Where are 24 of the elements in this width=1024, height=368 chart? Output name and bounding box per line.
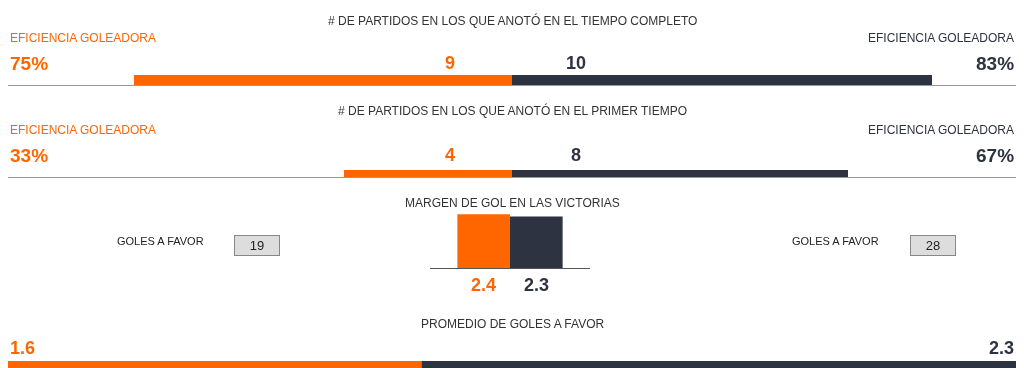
- text: 33%: [10, 145, 49, 166]
- text: EFICIENCIA GOLEADORA: [10, 123, 157, 137]
- chart-title: # DE PARTIDOS EN LOS QUE ANOTÓ EN EL PRIMER TIEMPO: [338, 103, 687, 118]
- data-label: 4: [445, 145, 456, 165]
- chart-title: MARGEN DE GOL EN LAS VICTORIAS: [405, 196, 620, 210]
- data-label: 1.6: [10, 338, 36, 358]
- text: EFICIENCIA GOLEADORA: [10, 31, 157, 45]
- text: EFICIENCIA GOLEADORA: [868, 31, 1015, 45]
- text: EFICIENCIA GOLEADORA: [868, 123, 1015, 137]
- data-label: 8: [571, 145, 582, 165]
- data-label: 2.3: [989, 338, 1015, 358]
- text: 28: [925, 238, 941, 253]
- chart-title: # DE PARTIDOS EN LOS QUE ANOTÓ EN EL TIEMPO COMPLETO: [328, 13, 698, 28]
- data-label: 2.4: [471, 275, 497, 295]
- chart-title: PROMEDIO DE GOLES A FAVOR: [421, 317, 605, 331]
- data-label: 9: [445, 53, 456, 73]
- data-label: 10: [566, 53, 587, 73]
- text: 19: [249, 238, 265, 253]
- text: 67%: [976, 145, 1015, 166]
- data-label: 2.3: [524, 275, 550, 295]
- text: GOLES A FAVOR: [792, 235, 879, 247]
- text: GOLES A FAVOR: [117, 235, 204, 247]
- text: 83%: [976, 53, 1015, 74]
- text: 75%: [10, 53, 49, 74]
